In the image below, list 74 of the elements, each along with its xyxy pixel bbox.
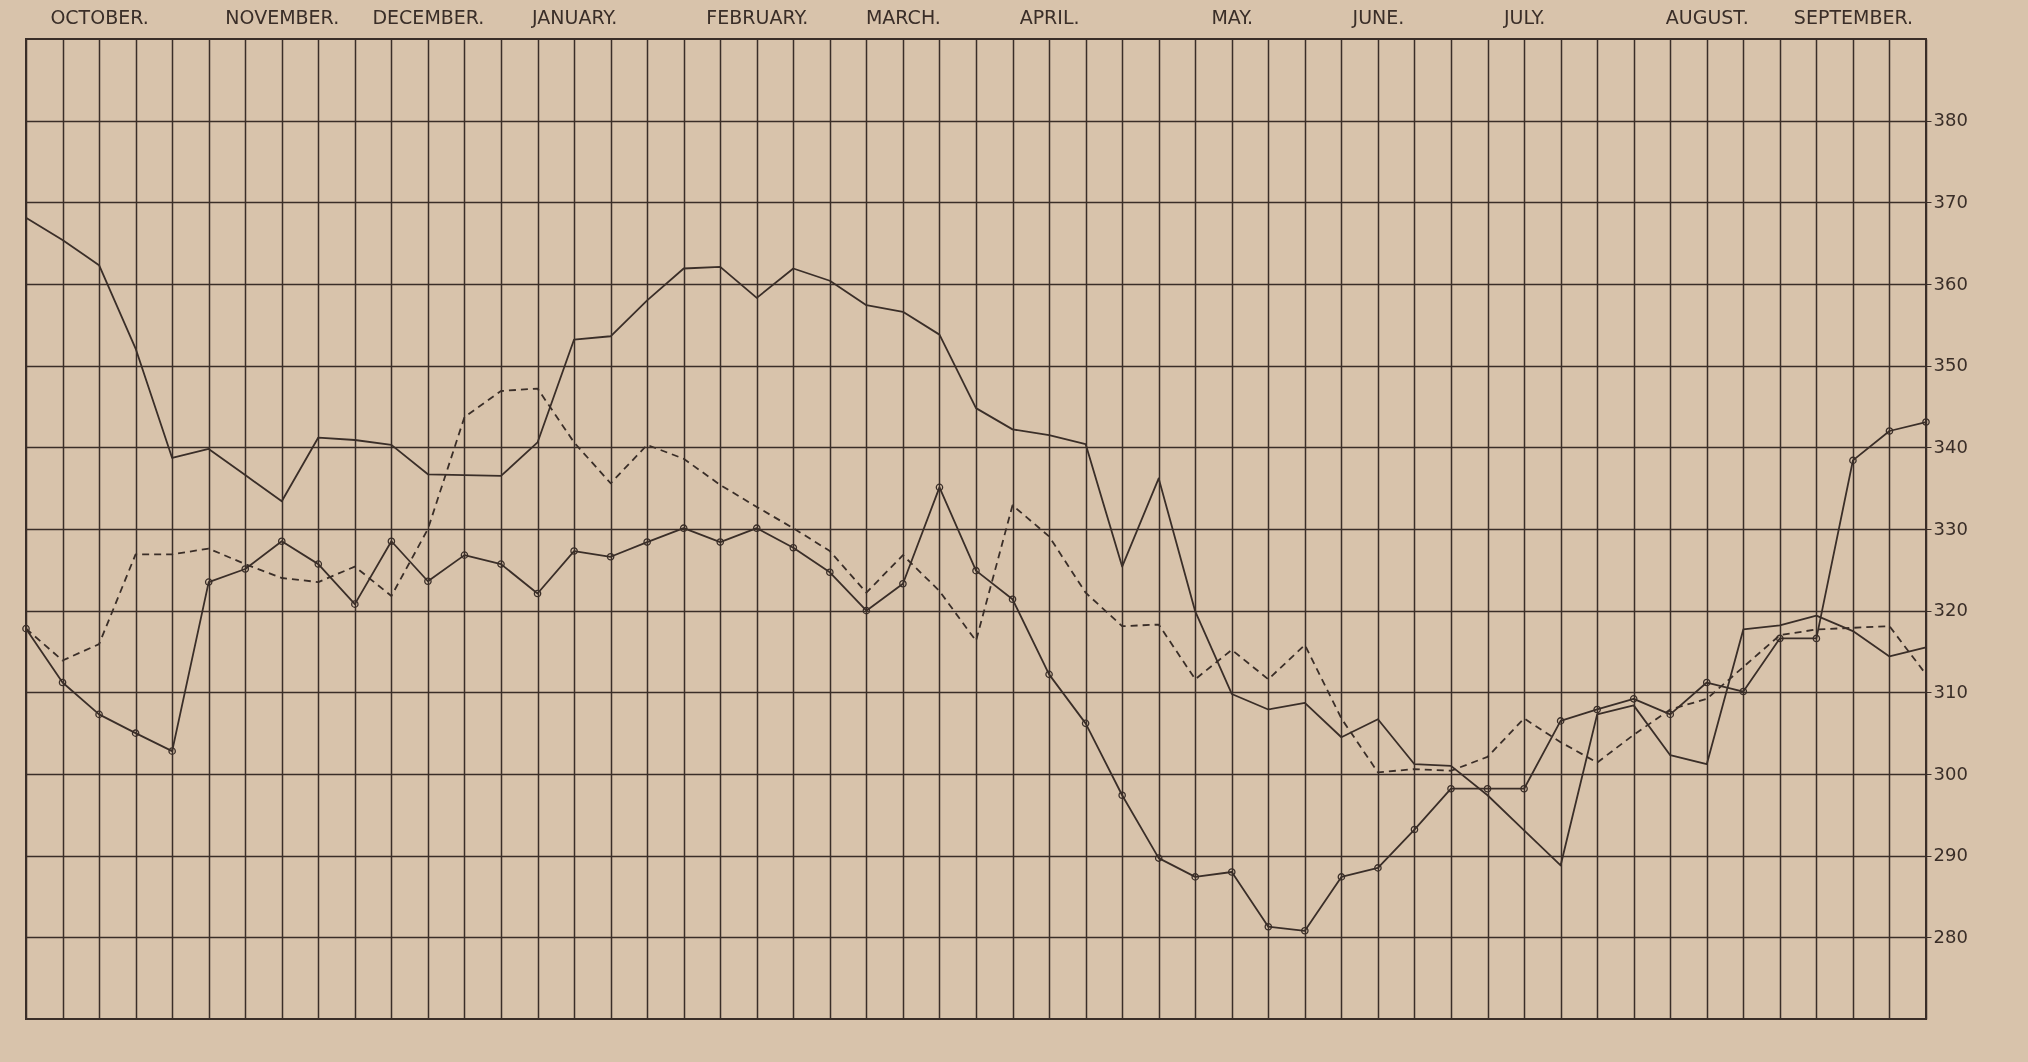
point: [643, 538, 651, 546]
point: [1118, 791, 1126, 800]
point: [387, 537, 396, 546]
point: [1520, 784, 1528, 793]
point: [1556, 717, 1565, 725]
point: [606, 552, 615, 561]
point: [1337, 873, 1346, 881]
y-tick-label: 290: [1933, 844, 1968, 866]
y-tick-label: 340: [1933, 435, 1968, 457]
point: [241, 565, 250, 573]
point: [899, 579, 907, 588]
point: [752, 524, 761, 532]
point: [1702, 678, 1711, 687]
x-tick-label: DECEMBER.: [372, 5, 485, 28]
point: [679, 524, 688, 532]
point: [789, 543, 798, 552]
point: [826, 568, 834, 577]
point: [1849, 456, 1857, 465]
point: [1812, 634, 1821, 643]
point: [1154, 854, 1163, 862]
point: [1191, 873, 1200, 881]
point: [424, 577, 432, 586]
point: [1593, 705, 1601, 714]
point: [131, 729, 140, 737]
point: [1885, 427, 1894, 435]
point: [1739, 687, 1748, 696]
point: [58, 678, 67, 687]
x-tick-label: NOVEMBER.: [225, 5, 340, 28]
y-tick-label: 330: [1933, 517, 1968, 539]
point: [1410, 825, 1419, 834]
x-tick-label: OCTOBER.: [50, 5, 149, 28]
point: [314, 560, 323, 568]
point: [1374, 864, 1382, 872]
y-tick-label: 360: [1933, 272, 1968, 294]
point: [862, 606, 871, 615]
point: [1447, 784, 1455, 793]
point: [1301, 926, 1309, 935]
point: [204, 578, 213, 586]
point: [1629, 695, 1638, 703]
y-tick-label: 280: [1933, 925, 1968, 947]
x-tick-label: JUNE.: [1351, 5, 1405, 28]
x-tick-label: MAY.: [1211, 5, 1254, 28]
point: [168, 747, 176, 755]
point: [972, 566, 980, 575]
y-tick-label: 310: [1933, 680, 1968, 702]
point: [1227, 868, 1236, 876]
point: [1008, 595, 1017, 604]
point: [1045, 670, 1053, 679]
y-tick-label: 370: [1933, 190, 1968, 212]
point: [935, 483, 944, 492]
point: [351, 600, 359, 608]
point: [95, 710, 103, 719]
x-tick-label: AUGUST.: [1665, 5, 1749, 28]
x-tick-label: JANUARY.: [530, 5, 618, 28]
x-tick-label: FEBRUARY.: [706, 5, 809, 28]
point: [1776, 634, 1784, 643]
x-tick-label: MARCH.: [865, 5, 941, 28]
y-tick-label: 320: [1933, 599, 1968, 621]
point: [460, 551, 469, 559]
y-tick-label: 380: [1933, 109, 1968, 131]
y-tick-label: 350: [1933, 354, 1968, 376]
point: [570, 547, 578, 555]
point: [716, 538, 725, 546]
x-tick-label: JULY.: [1502, 5, 1546, 28]
point: [533, 589, 542, 598]
point: [497, 560, 505, 568]
point: [1081, 719, 1090, 728]
x-tick-label: APRIL.: [1019, 5, 1080, 28]
y-tick-label: 300: [1933, 762, 1968, 784]
point: [1666, 710, 1675, 719]
point: [277, 537, 286, 546]
point: [1483, 784, 1492, 793]
x-tick-label: SEPTEMBER.: [1793, 5, 1913, 28]
point: [1264, 922, 1273, 931]
